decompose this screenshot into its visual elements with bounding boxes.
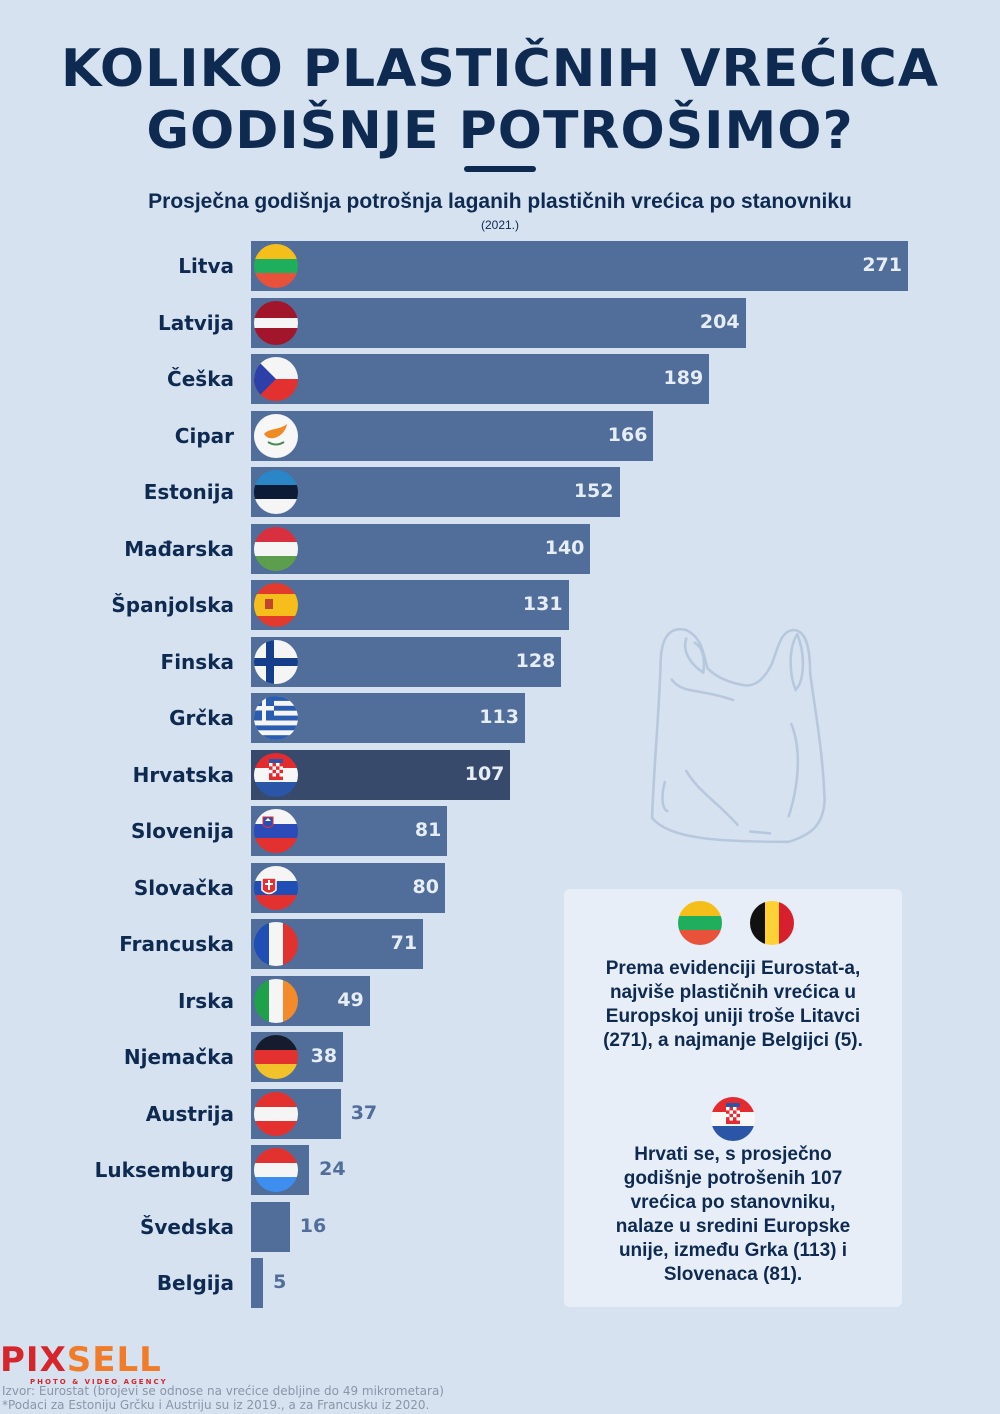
category-label: Irska (177, 988, 234, 1013)
flag-spain-icon (254, 583, 298, 627)
chart-subtitle-year: (2021.) (480, 218, 520, 232)
callout-line: (271), a najmanje Belgijci (5). (603, 1030, 863, 1051)
flag-croatia-icon (254, 752, 298, 797)
callout-line: Slovenaca (81). (663, 1264, 803, 1285)
category-label: Mađarska (124, 536, 234, 561)
data-label: 49 (337, 988, 364, 1011)
bar (251, 467, 620, 517)
title-divider (464, 166, 536, 172)
callout-line: Europskoj uniji troše Litavci (605, 1006, 861, 1027)
flag-ireland-icon (254, 978, 298, 1023)
data-label: 189 (663, 367, 704, 389)
category-label: Češka (167, 367, 234, 391)
flag-cyprus-icon (254, 413, 298, 458)
flag-czechia-icon (254, 357, 298, 401)
flag-austria-icon (254, 1091, 298, 1136)
info-callout: Prema evidenciji Eurostat-a, najviše pla… (564, 889, 902, 1307)
category-label: Finska (160, 649, 234, 674)
title-line-1: KOLIKO PLASTIČNIH VREĆICA (60, 39, 940, 99)
callout-line: Prema evidenciji Eurostat-a, (605, 958, 861, 979)
flag-france-icon (254, 922, 298, 966)
flag-greece-icon (254, 696, 298, 740)
flag-slovenia-icon (254, 809, 298, 853)
data-label: 131 (522, 593, 563, 615)
flag-croatia-icon (711, 1097, 755, 1141)
callout-line: najviše plastičnih vrećica u (609, 982, 857, 1003)
callout-line: unije, između Grka (113) i (618, 1240, 848, 1261)
category-label: Austrija (145, 1101, 234, 1126)
data-label: 16 (299, 1214, 327, 1237)
callout-line: vrećica po stanovniku, (630, 1192, 836, 1213)
logo-part-2: SELL (66, 1340, 162, 1380)
category-label: Francuska (119, 932, 234, 956)
flag-luxembourg-icon (254, 1148, 298, 1192)
source-note: Izvor: Eurostat (brojevi se odnose na vr… (2, 1384, 444, 1398)
bar (251, 580, 569, 630)
bar (251, 410, 654, 461)
bar (251, 354, 710, 404)
logo-tagline: PHOTO & VIDEO AGENCY (30, 1378, 168, 1386)
data-label: 5 (273, 1271, 287, 1293)
category-label: Latvija (157, 310, 234, 335)
callout-text-croatia: Hrvati se, s prosječno godišnje potrošen… (564, 1143, 902, 1287)
flag-slovakia-icon (254, 865, 298, 910)
bar (251, 523, 591, 574)
callout-line: Hrvati se, s prosječno (634, 1144, 832, 1165)
footnote: *Podaci za Estoniju Grčku i Austriju su … (2, 1398, 430, 1412)
bar (251, 636, 562, 687)
data-label: 71 (390, 932, 418, 954)
callout-text-extremes: Prema evidenciji Eurostat-a, najviše pla… (564, 957, 902, 1053)
flag-lithuania-icon (678, 901, 722, 945)
data-label: 81 (414, 819, 442, 841)
callout-line: nalaze u sredini Europske (615, 1216, 851, 1237)
data-label: 128 (515, 649, 556, 672)
data-label: 271 (862, 254, 902, 276)
flag-latvia-icon (254, 300, 298, 345)
category-label: Hrvatska (132, 762, 234, 787)
data-label: 140 (544, 536, 585, 559)
bar (251, 241, 908, 291)
flag-hungary-icon (254, 526, 298, 571)
plastic-bag-icon (650, 627, 826, 844)
pixsell-logo: PIXSELL (0, 1342, 162, 1378)
category-label: Grčka (169, 706, 234, 730)
logo-part-1: PIX (0, 1340, 67, 1380)
page-title: KOLIKO PLASTIČNIH VREĆICA GODIŠNJE POTRO… (0, 38, 1000, 162)
category-label: Estonija (143, 480, 234, 504)
data-label: 204 (699, 310, 740, 333)
category-label: Slovenija (130, 819, 234, 843)
category-label: Cipar (174, 423, 234, 448)
callout-line: godišnje potrošenih 107 (623, 1168, 843, 1189)
category-label: Španjolska (111, 593, 234, 617)
data-label: 37 (350, 1101, 378, 1124)
flag-germany-icon (254, 1035, 298, 1079)
bar (251, 297, 746, 348)
flag-finland-icon (254, 639, 298, 684)
category-label: Belgija (156, 1271, 234, 1295)
flag-estonia-icon (254, 470, 298, 514)
data-label: 107 (464, 762, 505, 785)
title-line-2: GODIŠNJE POTROŠIMO? (146, 101, 854, 161)
category-label: Slovačka (133, 875, 234, 900)
category-label: Luksemburg (94, 1158, 234, 1182)
category-label: Njemačka (123, 1045, 234, 1069)
data-label: 166 (607, 423, 648, 446)
data-label: 80 (412, 875, 439, 898)
data-label: 24 (319, 1158, 346, 1180)
category-label: Litva (178, 254, 234, 278)
data-label: 113 (479, 706, 519, 728)
flag-belgium-icon (750, 901, 794, 945)
data-label: 152 (573, 480, 614, 502)
flag-lithuania-icon (254, 244, 298, 288)
bar (251, 1258, 264, 1308)
bar (251, 1201, 290, 1252)
data-label: 38 (310, 1045, 338, 1067)
category-label: Švedska (139, 1214, 234, 1239)
chart-title: Prosječna godišnja potrošnja laganih pla… (148, 190, 852, 213)
